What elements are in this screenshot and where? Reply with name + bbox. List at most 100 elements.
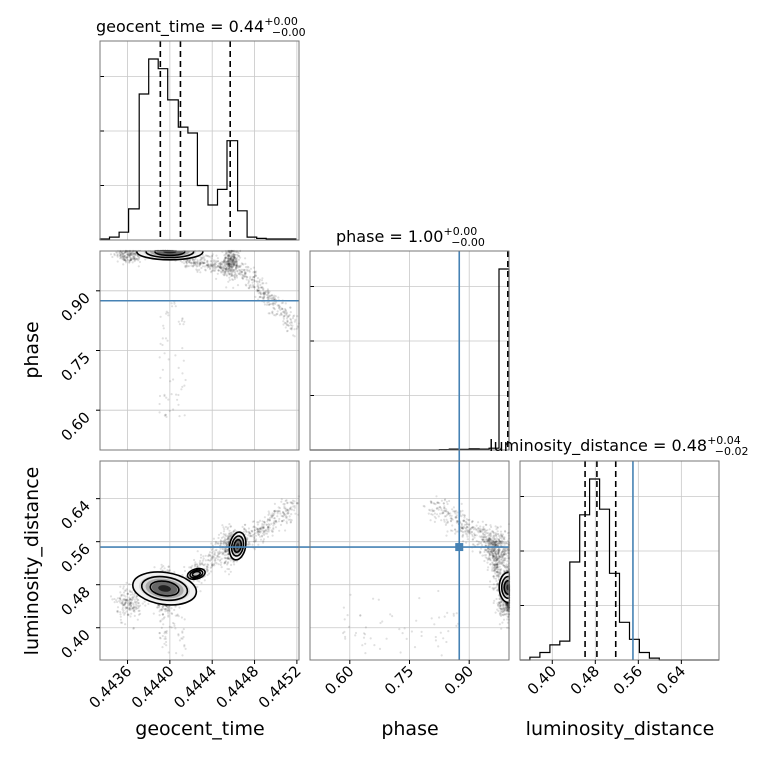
scatter-point: [261, 522, 264, 526]
scatter-point: [491, 550, 495, 553]
scatter-point: [187, 265, 190, 268]
scatter-point: [454, 532, 457, 535]
scatter-point: [288, 314, 291, 317]
scatter-point: [227, 573, 231, 576]
scatter-point: [276, 515, 279, 518]
scatter-point: [505, 603, 509, 607]
scatter-point: [179, 259, 182, 263]
scatter-point: [200, 266, 203, 270]
scatter-point: [222, 542, 225, 545]
scatter-point: [167, 565, 170, 569]
scatter-point: [200, 581, 203, 585]
scatter-point: [445, 534, 448, 537]
scatter-point: [219, 542, 222, 545]
scatter-point: [506, 565, 509, 569]
scatter-point: [222, 269, 225, 272]
scatter-point: [194, 261, 197, 264]
scatter-point: [498, 549, 501, 552]
scatter-point: [218, 551, 221, 554]
scatter-point: [492, 575, 495, 578]
scatter-point: [429, 519, 432, 522]
scatter-point: [196, 258, 199, 262]
scatter-point: [503, 557, 506, 560]
panel-bg-geocent_time-geocent_time: [100, 41, 299, 240]
scatter-point: [486, 568, 489, 572]
scatter-point: [245, 276, 248, 279]
scatter-point: [210, 257, 213, 260]
scatter-point: [506, 607, 509, 611]
scatter-point: [294, 512, 297, 515]
scatter-point: [219, 264, 222, 267]
scatter-point: [293, 500, 296, 503]
scatter-point: [496, 526, 499, 529]
scatter-point: [273, 517, 276, 520]
scatter-point: [207, 563, 210, 567]
scatter-point: [501, 561, 504, 564]
scatter-point: [496, 543, 499, 546]
scatter-point: [215, 254, 218, 257]
scatter-point: [218, 559, 221, 562]
scatter-point: [427, 512, 430, 515]
scatter-point: [268, 312, 271, 315]
scatter-point: [481, 538, 484, 542]
scatter-point: [210, 570, 213, 573]
scatter-point: [277, 509, 280, 512]
scatter-point: [489, 544, 492, 547]
scatter-point: [263, 520, 266, 524]
scatter-point: [279, 512, 282, 515]
scatter-point: [210, 565, 213, 568]
scatter-point: [452, 506, 455, 509]
scatter-point: [278, 314, 281, 317]
scatter-point: [160, 563, 163, 566]
scatter-point: [219, 544, 222, 547]
scatter-point: [471, 526, 474, 529]
scatter-point: [289, 318, 293, 321]
scatter-point: [263, 294, 266, 297]
scatter-point: [496, 565, 499, 569]
scatter-point: [207, 255, 210, 258]
scatter-point: [265, 290, 268, 293]
scatter-point: [491, 561, 494, 564]
scatter-point: [493, 566, 496, 569]
scatter-point: [212, 547, 215, 550]
scatter-point: [495, 533, 498, 536]
scatter-point: [198, 261, 202, 264]
scatter-point: [222, 530, 226, 533]
scatter-point: [232, 286, 235, 289]
scatter-point: [196, 270, 199, 273]
scatter-point: [286, 501, 289, 504]
scatter-point: [504, 607, 508, 610]
scatter-point: [476, 543, 479, 546]
scatter-point: [211, 262, 214, 265]
scatter-point: [224, 525, 228, 529]
scatter-point: [284, 529, 287, 532]
scatter-point: [429, 509, 432, 512]
scatter-point: [183, 569, 187, 573]
scatter-point: [273, 314, 276, 317]
scatter-point: [287, 509, 290, 512]
scatter-point: [505, 565, 509, 568]
scatter-point: [506, 566, 509, 569]
scatter-point: [122, 585, 125, 588]
scatter-point: [251, 281, 254, 284]
scatter-point: [443, 507, 446, 510]
scatter-point: [216, 554, 219, 557]
scatter-point: [181, 574, 184, 577]
scatter-point: [267, 513, 270, 517]
scatter-point: [210, 562, 213, 565]
scatter-point: [502, 559, 505, 562]
scatter-point: [215, 260, 218, 263]
scatter-point: [220, 271, 223, 274]
scatter-point: [289, 306, 292, 309]
scatter-point: [484, 531, 487, 534]
scatter-point: [461, 513, 464, 516]
scatter-point: [505, 603, 509, 606]
scatter-point: [208, 551, 212, 554]
scatter-point: [156, 606, 159, 609]
scatter-point: [465, 525, 469, 529]
scatter-point: [164, 607, 168, 611]
scatter-point: [189, 566, 192, 569]
scatter-point: [496, 566, 499, 569]
scatter-point: [285, 522, 288, 525]
scatter-point: [263, 303, 266, 306]
